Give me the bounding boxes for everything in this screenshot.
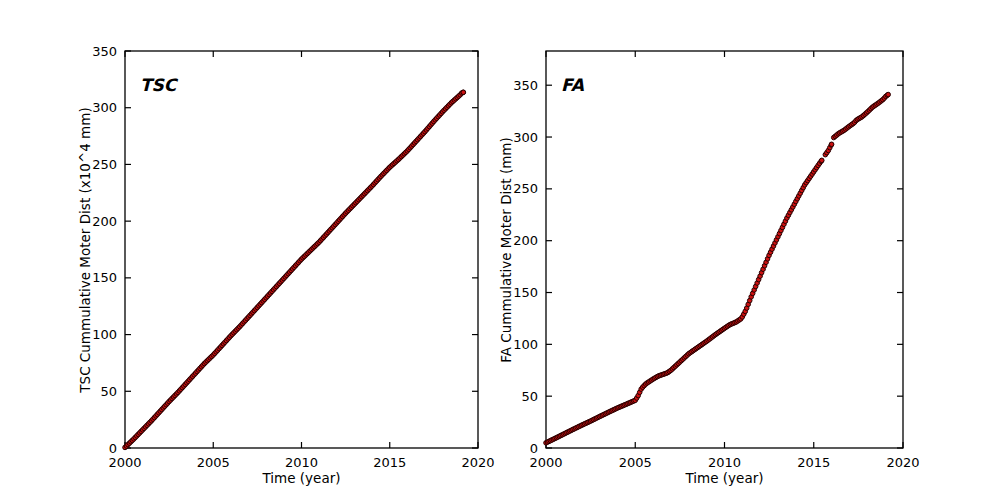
- y-tick-label: 300: [92, 100, 117, 115]
- y-tick-label: 50: [100, 384, 117, 399]
- y-tick-label: 200: [513, 233, 538, 248]
- tsc-xaxis-label: Time (year): [263, 470, 341, 486]
- fa-plot-title: FA: [561, 75, 584, 95]
- data-point: [461, 90, 466, 95]
- y-tick-label: 250: [92, 157, 117, 172]
- figure: 2000200520102015202005010015020025030035…: [0, 0, 1000, 500]
- plot-fa: 2000 2005 2010 2015 2020 0 50 100 150 200 250 300 35…: [513, 51, 919, 470]
- x-tick-label: 2010: [708, 455, 741, 470]
- fa-yaxis-label: FA Cummulative Moter Dist (mm): [498, 137, 514, 363]
- y-tick-label: 150: [513, 285, 538, 300]
- x-tick-label: 2000: [108, 455, 141, 470]
- plot-tsc: 2000 2005 2010 2015 2020 0 50 100 150 200 250 300 35…: [92, 44, 494, 471]
- y-tick-label: 0: [530, 441, 538, 456]
- y-tick-label: 350: [92, 44, 117, 59]
- y-tick-label: 100: [92, 327, 117, 342]
- x-tick-label: 2000: [529, 455, 562, 470]
- data-point: [886, 92, 891, 97]
- y-tick-label: 50: [521, 389, 538, 404]
- x-tick-label: 2005: [619, 455, 652, 470]
- tsc-plot-title: TSC: [140, 75, 176, 95]
- y-tick-label: 350: [513, 78, 538, 93]
- x-tick-label: 2020: [886, 455, 919, 470]
- tsc-yaxis-label: TSC Cummulative Moter Dist (x10^4 mm): [77, 107, 93, 392]
- y-tick-label: 100: [513, 337, 538, 352]
- y-tick-label: 0: [109, 441, 117, 456]
- y-tick-label: 300: [513, 130, 538, 145]
- data-point: [819, 158, 824, 163]
- x-tick-label: 2020: [461, 455, 494, 470]
- x-tick-label: 2015: [797, 455, 830, 470]
- y-tick-label: 150: [92, 270, 117, 285]
- x-tick-label: 2010: [285, 455, 318, 470]
- data-point: [829, 142, 834, 147]
- y-tick-label: 250: [513, 181, 538, 196]
- x-tick-label: 2005: [197, 455, 230, 470]
- x-tick-label: 2015: [373, 455, 406, 470]
- fa-xaxis-label: Time (year): [686, 470, 764, 486]
- y-tick-label: 200: [92, 214, 117, 229]
- axes-frame: [546, 51, 903, 448]
